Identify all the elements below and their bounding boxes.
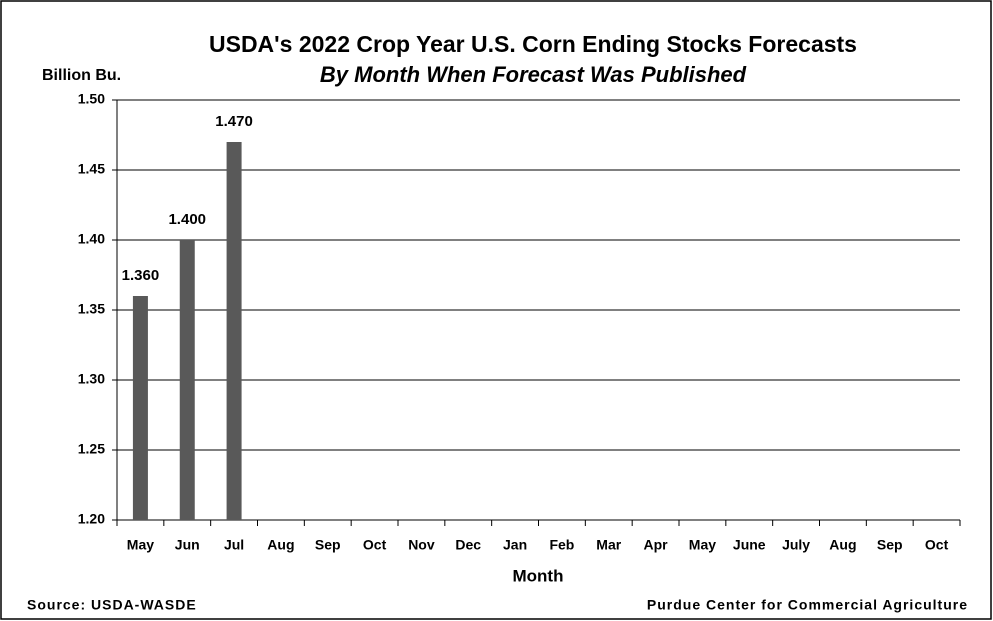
bar: [179, 240, 195, 520]
y-tick-label: 1.45: [78, 161, 105, 177]
x-tick-label: Mar: [596, 537, 621, 553]
value-label: 1.470: [215, 113, 253, 130]
value-label: 1.360: [122, 267, 160, 284]
y-axis-label: Billion Bu.: [42, 67, 121, 84]
bar: [132, 296, 148, 520]
x-axis-label: Month: [513, 566, 564, 585]
y-tick-label: 1.35: [78, 301, 105, 317]
x-tick-label: May: [689, 537, 716, 553]
x-tick-label: Aug: [829, 537, 856, 553]
source: Source: USDA-WASDE: [27, 597, 197, 613]
x-tick-label: Jun: [175, 537, 200, 553]
credit: Purdue Center for Commercial Agriculture: [647, 597, 968, 613]
value-label: 1.400: [168, 211, 206, 228]
y-tick-label: 1.25: [78, 441, 105, 457]
y-tick-label: 1.40: [78, 231, 105, 247]
x-tick-label: May: [127, 537, 154, 553]
x-tick-label: Jan: [503, 537, 527, 553]
x-tick-label: June: [733, 537, 766, 553]
x-tick-label: Dec: [455, 537, 481, 553]
chart-title: USDA's 2022 Crop Year U.S. Corn Ending S…: [209, 31, 857, 57]
x-tick-label: Apr: [644, 537, 669, 553]
bar: [226, 142, 242, 520]
x-tick-label: Oct: [363, 537, 387, 553]
x-tick-label: July: [782, 537, 810, 553]
chart-subtitle: By Month When Forecast Was Published: [320, 62, 747, 87]
y-tick-label: 1.30: [78, 371, 105, 387]
x-tick-label: Nov: [408, 537, 435, 553]
x-tick-label: Sep: [877, 537, 903, 553]
x-tick-label: Oct: [925, 537, 949, 553]
y-tick-label: 1.20: [78, 511, 105, 527]
x-tick-label: Jul: [224, 537, 244, 553]
x-tick-label: Sep: [315, 537, 341, 553]
y-tick-label: 1.50: [78, 91, 105, 107]
x-tick-label: Aug: [267, 537, 294, 553]
x-tick-label: Feb: [549, 537, 574, 553]
